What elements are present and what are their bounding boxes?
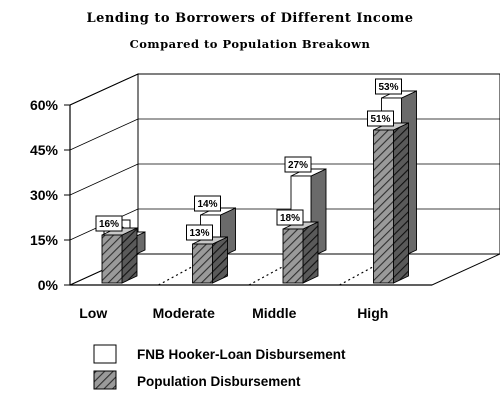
x-category-moderate: Moderate	[153, 305, 215, 321]
data-label-box	[95, 215, 123, 232]
data-label-box	[276, 209, 304, 226]
legend-swatch-fnb	[93, 344, 117, 364]
bar-side	[121, 227, 138, 284]
bar-front	[101, 234, 123, 284]
y-tick-label: 30%	[30, 187, 59, 203]
data-label: 14%	[197, 199, 217, 210]
data-label: 16%	[99, 219, 119, 230]
y-tick-label: 0%	[38, 277, 59, 293]
data-label: 27%	[288, 160, 308, 171]
bar-side	[212, 236, 228, 284]
y-axis-ticks: 0% 15% 30% 45% 60%	[30, 97, 70, 293]
bar-front	[282, 228, 304, 284]
x-category-low: Low	[79, 305, 107, 321]
legend-label-fnb: FNB Hooker-Loan Disbursement	[137, 347, 346, 362]
bar-population-moderate: 13%	[186, 224, 228, 284]
x-category-high: High	[357, 305, 388, 321]
y-tick-label: 45%	[30, 142, 59, 158]
bar-side	[302, 221, 319, 284]
chart-title: Lending to Borrowers of Different Income	[86, 11, 413, 26]
y-tick-label: 60%	[30, 97, 59, 113]
data-label: 53%	[378, 82, 398, 93]
y-tick-label: 15%	[30, 232, 59, 248]
chart-subtitle: Compared to Population Breakown	[130, 37, 371, 51]
bar-side	[393, 122, 409, 284]
x-category-middle: Middle	[252, 305, 297, 321]
bar-population-low: 16%	[95, 215, 138, 284]
x-axis-categories: Low Moderate Middle High	[79, 305, 388, 321]
data-label-box	[194, 195, 221, 212]
data-label: 18%	[280, 213, 300, 224]
bars: 6%14%27%53%16%13%18%51%	[95, 78, 417, 284]
data-label-box	[375, 78, 402, 95]
data-label-box	[367, 110, 394, 127]
legend: FNB Hooker-Loan Disbursement Population …	[93, 344, 346, 390]
bar-front	[192, 243, 213, 284]
data-label: 13%	[189, 228, 209, 239]
bar-front	[373, 129, 394, 284]
bar-population-high: 51%	[367, 110, 409, 284]
gridline	[69, 118, 139, 151]
data-label: 51%	[370, 114, 390, 125]
legend-swatch-population	[93, 370, 117, 390]
gridline	[69, 73, 139, 106]
data-label-box	[284, 156, 312, 173]
gridline	[69, 163, 139, 196]
data-label-box	[186, 224, 213, 241]
legend-label-population: Population Disbursement	[137, 374, 301, 389]
bar-population-middle: 18%	[276, 209, 319, 284]
